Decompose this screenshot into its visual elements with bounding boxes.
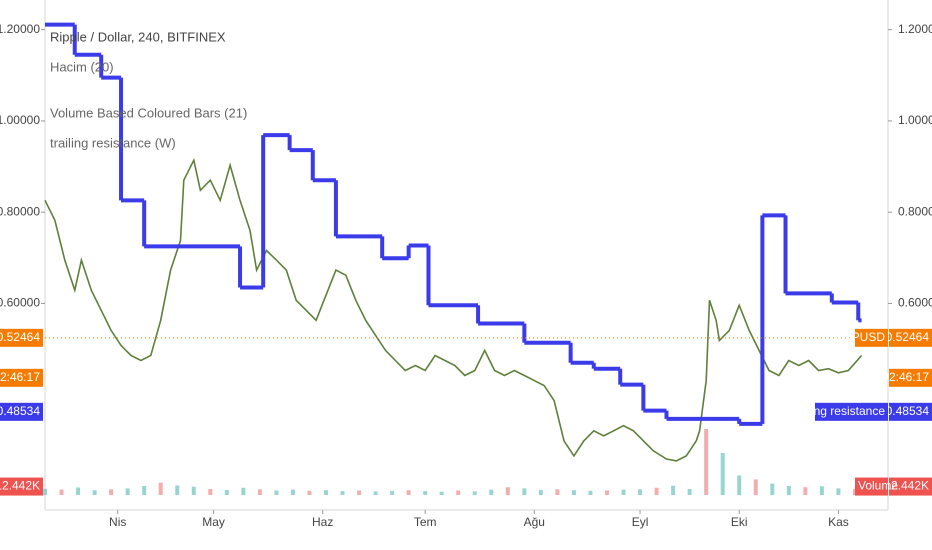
volume-bar xyxy=(687,489,692,495)
volume-bar xyxy=(836,488,841,495)
volume-bar xyxy=(538,489,543,495)
volume-bar xyxy=(92,490,97,495)
volume-bar xyxy=(274,490,279,495)
price-label-bg xyxy=(0,328,43,347)
indicator-label: Hacim (20) xyxy=(50,59,114,74)
y-tick-label: 0.60000 xyxy=(0,296,40,310)
countdown-label: 02:46:17 xyxy=(882,370,929,384)
volume-bar xyxy=(208,489,213,495)
price-label: 0.48534 xyxy=(886,404,930,418)
volume-bar xyxy=(406,490,411,495)
volume-bar xyxy=(423,491,428,495)
volume-bar xyxy=(489,489,494,495)
volume-name: Volume xyxy=(858,479,898,493)
volume-bar xyxy=(654,487,659,495)
x-tick-label: Eyl xyxy=(632,515,649,529)
countdown-label-bg xyxy=(0,368,43,387)
x-tick-label: Tem xyxy=(414,515,437,529)
volume-bar xyxy=(819,486,824,495)
volume-bar xyxy=(290,489,295,495)
price-line xyxy=(44,157,863,462)
price-label: 0.52464 xyxy=(0,330,40,344)
volume-bar xyxy=(638,489,643,495)
indicator-label: trailing resistance (W) xyxy=(50,135,176,150)
series-label-bg xyxy=(855,328,888,347)
volume-label: 812.442K xyxy=(0,479,40,493)
volume-bar xyxy=(125,488,130,495)
volume-bar xyxy=(109,489,114,495)
volume-bar xyxy=(720,453,725,495)
volume-bar xyxy=(803,487,808,495)
volume-bar xyxy=(390,490,395,495)
y-tick-label: 1.00000 xyxy=(898,113,932,127)
volume-name-bg xyxy=(855,477,888,496)
price-label: 0.48534 xyxy=(0,404,40,418)
volume-bar xyxy=(340,491,345,495)
volume-bar xyxy=(786,486,791,495)
volume-bar xyxy=(158,482,163,495)
volume-bar xyxy=(241,487,246,495)
volume-bar xyxy=(43,488,47,495)
y-tick-label: 1.00000 xyxy=(0,113,40,127)
indicator-label: Volume Based Coloured Bars (21) xyxy=(50,105,247,120)
volume-bar xyxy=(671,485,676,495)
volume-label-bg xyxy=(889,477,932,496)
countdown-label: 02:46:17 xyxy=(0,370,40,384)
price-label-bg xyxy=(889,328,932,347)
volume-bar xyxy=(373,491,378,495)
volume-label: 812.442K xyxy=(878,479,929,493)
volume-bar xyxy=(505,487,510,495)
volume-bar xyxy=(257,489,262,495)
volume-bar xyxy=(555,489,560,495)
y-tick-label: 0.60000 xyxy=(898,296,932,310)
price-label: 0.52464 xyxy=(886,330,930,344)
volume-bar xyxy=(621,489,626,495)
volume-bar xyxy=(439,491,444,495)
x-tick-label: Kas xyxy=(828,515,849,529)
volume-bar xyxy=(770,483,775,495)
x-tick-label: Eki xyxy=(731,515,748,529)
volume-bar xyxy=(605,490,609,495)
series-label: XRPUSD xyxy=(835,330,885,344)
volume-bar xyxy=(704,429,709,495)
series-label-bg xyxy=(815,402,888,421)
series-label: trailing resistance xyxy=(792,404,886,418)
volume-bar xyxy=(522,488,527,495)
volume-bar xyxy=(142,486,147,495)
y-tick-label: 0.80000 xyxy=(0,204,40,218)
volume-bar xyxy=(753,479,758,495)
y-tick-label: 0.80000 xyxy=(898,204,932,218)
plot xyxy=(43,22,888,495)
x-tick-label: Haz xyxy=(312,515,333,529)
volume-bar xyxy=(357,490,362,495)
y-tick-label: 1.20000 xyxy=(0,22,40,36)
volume-bar xyxy=(852,489,857,495)
volume-bar xyxy=(324,490,328,495)
x-tick-label: Nis xyxy=(109,515,126,529)
y-tick-label: 1.20000 xyxy=(898,22,932,36)
volume-bar xyxy=(224,489,229,495)
countdown-label-bg xyxy=(889,368,932,387)
volume-bar xyxy=(175,485,180,495)
volume-bar xyxy=(191,486,196,495)
volume-bar xyxy=(76,487,81,495)
volume-bar xyxy=(588,490,593,495)
volume-bar xyxy=(307,490,312,495)
price-label-bg xyxy=(889,402,932,421)
volume-bar xyxy=(571,490,576,495)
volume-bar xyxy=(472,491,477,495)
chart-title: Ripple / Dollar, 240, BITFINEX xyxy=(50,29,226,44)
volume-bar xyxy=(59,489,64,495)
volume-label-bg xyxy=(0,477,43,496)
x-tick-label: Ağu xyxy=(524,515,545,529)
volume-bar xyxy=(737,475,742,495)
volume-bar xyxy=(456,490,461,495)
price-label-bg xyxy=(0,402,43,421)
x-tick-label: May xyxy=(202,515,225,529)
